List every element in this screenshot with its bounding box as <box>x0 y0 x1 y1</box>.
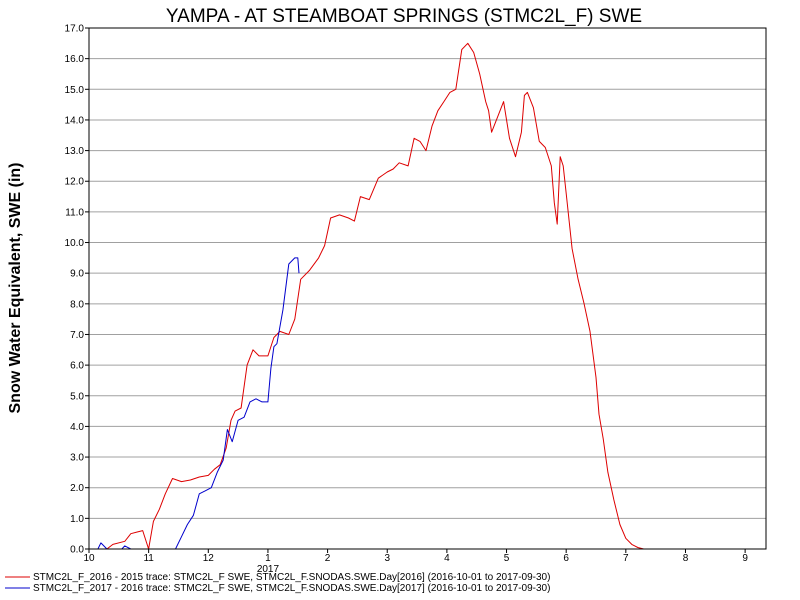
y-tick-label: 12.0 <box>65 177 85 188</box>
y-tick-label: 5.0 <box>70 391 84 402</box>
x-year-label: 2017 <box>257 564 280 575</box>
x-tick-label: 2 <box>325 553 331 564</box>
y-tick-label: 15.0 <box>65 85 85 96</box>
x-tick-label: 3 <box>384 553 390 564</box>
y-tick-label: 7.0 <box>70 330 84 341</box>
x-tick-label: 8 <box>683 553 689 564</box>
x-tick-label: 7 <box>623 553 629 564</box>
y-tick-label: 10.0 <box>65 238 85 249</box>
y-tick-label: 2.0 <box>70 483 84 494</box>
y-tick-label: 3.0 <box>70 453 84 464</box>
legend: STMC2L_F_2016 - 2015 trace: STMC2L_F SWE… <box>5 572 550 594</box>
x-tick-label: 6 <box>563 553 569 564</box>
series-lines <box>97 42 644 550</box>
legend-entry-2: STMC2L_F_2017 - 2016 trace: STMC2L_F SWE… <box>33 583 550 594</box>
y-axis-ticks: 0.0 1.0 2.0 3.0 4.0 5.0 6.0 7.0 8.0 9.0 10.0 11.0 12… <box>65 24 89 556</box>
x-tick-label: 12 <box>203 553 215 564</box>
x-tick-label: 11 <box>143 553 154 564</box>
series-line-2 <box>97 257 300 550</box>
legend-entry-1: STMC2L_F_2016 - 2015 trace: STMC2L_F SWE… <box>33 572 550 583</box>
y-tick-label: 1.0 <box>70 514 84 525</box>
y-tick-label: 17.0 <box>65 24 85 35</box>
x-tick-label: 10 <box>83 553 95 564</box>
y-tick-label: 9.0 <box>70 269 84 280</box>
chart-title: YAMPA - AT STEAMBOAT SPRINGS (STMC2L_F) … <box>166 6 642 27</box>
x-tick-label: 1 <box>265 553 271 564</box>
x-tick-label: 4 <box>444 553 450 564</box>
y-axis-label: Snow Water Equivalent, SWE (in) <box>7 163 24 414</box>
plot-frame <box>88 27 767 550</box>
y-tick-label: 8.0 <box>70 299 84 310</box>
y-tick-label: 6.0 <box>70 361 84 372</box>
y-tick-label: 16.0 <box>65 54 85 65</box>
y-tick-label: 4.0 <box>70 422 84 433</box>
series-line-1 <box>106 42 644 550</box>
y-tick-label: 0.0 <box>70 545 84 556</box>
grid <box>89 27 766 519</box>
y-tick-label: 13.0 <box>65 146 85 157</box>
x-tick-label: 9 <box>742 553 748 564</box>
x-tick-label: 5 <box>504 553 510 564</box>
y-tick-label: 11.0 <box>65 207 84 218</box>
y-tick-label: 14.0 <box>65 115 85 126</box>
